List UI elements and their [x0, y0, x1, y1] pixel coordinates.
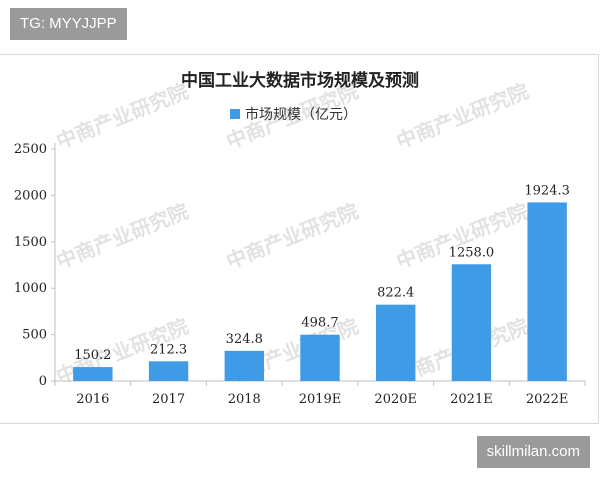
watermark-text: 中商产业研究院: [53, 79, 192, 154]
watermark-text: 中商产业研究院: [53, 199, 192, 274]
bar-value-label: 1258.0: [449, 245, 495, 260]
x-tick-label: 2022E: [526, 392, 569, 407]
bar-value-label: 822.4: [377, 286, 414, 301]
y-tick-label: 1500: [14, 235, 47, 250]
x-tick-label: 2016: [76, 392, 109, 407]
x-axis: 2016 2017 2018 2019E 2020E 2021E 2022E: [54, 380, 586, 407]
bar: [300, 334, 340, 381]
bar-value-label: 1924.3: [524, 183, 570, 198]
site-tag: skillmilan.com: [476, 436, 590, 468]
bar-value-label: 150.2: [74, 348, 111, 363]
x-tick-label: 2020E: [374, 392, 417, 407]
y-tick-label: 2500: [14, 142, 47, 157]
bar: [527, 202, 567, 381]
chart-title: 中国工业大数据市场规模及预测: [181, 70, 419, 91]
legend-swatch: [230, 109, 240, 119]
bar-value-label: 212.3: [150, 342, 187, 357]
bar-value-label: 324.8: [226, 332, 263, 347]
bar: [73, 367, 113, 381]
x-tick-label: 2021E: [450, 392, 493, 407]
chart-frame: [0, 54, 599, 424]
y-tick-label: 0: [39, 374, 47, 389]
legend: 市场规模（亿元）: [230, 106, 357, 123]
legend-label: 市场规模（亿元）: [245, 106, 357, 123]
bar: [224, 350, 264, 381]
watermark-text: 中商产业研究院: [393, 199, 532, 274]
y-tick-label: 500: [22, 328, 47, 343]
bar: [451, 264, 492, 381]
y-tick-label: 2000: [14, 188, 47, 203]
bars: [73, 202, 567, 381]
value-labels: 150.2 212.3 324.8 498.7 822.4 1258.0 1924.3: [74, 183, 570, 363]
top-tag: TG: MYYJJPP: [10, 8, 127, 40]
watermark-text: 中商产业研究院: [223, 199, 362, 274]
bar: [376, 304, 416, 381]
bar: [148, 361, 189, 381]
bar-value-label: 498.7: [301, 316, 338, 331]
x-tick-label: 2018: [228, 392, 261, 407]
x-tick-label: 2017: [152, 392, 185, 407]
y-tick-label: 1000: [14, 281, 47, 296]
x-tick-label: 2019E: [299, 392, 342, 407]
y-axis: 0 500 1000 1500 2000 2500: [14, 142, 56, 389]
